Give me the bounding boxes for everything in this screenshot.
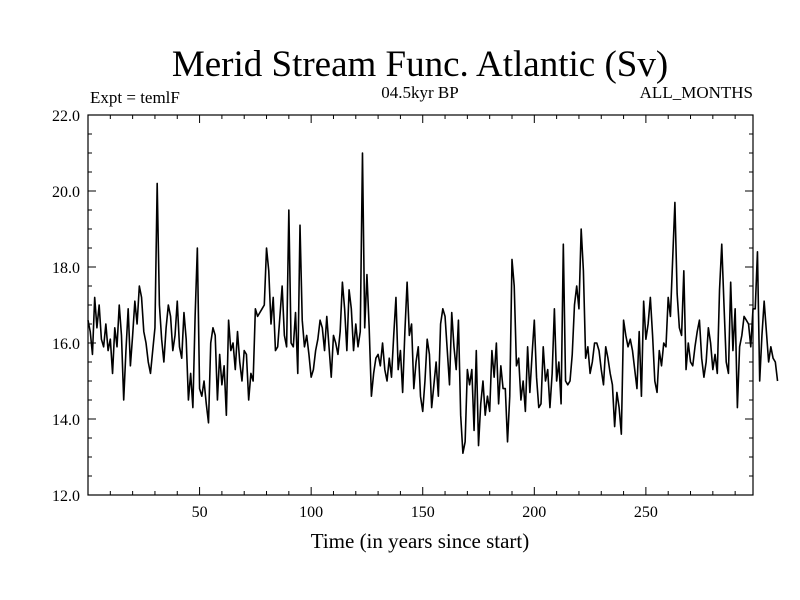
plot-frame (87, 114, 754, 496)
subtitle-center: 04.5kyr BP (381, 83, 458, 102)
x-tick-label: 150 (411, 504, 435, 521)
x-axis: 50 100 150 200 250 (109, 115, 736, 521)
y-tick-label: 18.0 (52, 260, 80, 277)
subtitle-left: Expt = temlF (90, 88, 180, 107)
y-tick-label: 20.0 (52, 184, 80, 201)
y-tick-label: 22.0 (52, 108, 80, 125)
x-tick-label: 200 (522, 504, 546, 521)
y-tick-label: 12.0 (52, 488, 80, 505)
y-tick-label: 16.0 (52, 336, 80, 353)
chart-title: Merid Stream Func. Atlantic (Sv) (172, 44, 668, 85)
x-tick-label: 50 (192, 504, 208, 521)
subtitle-right: ALL_MONTHS (640, 83, 753, 102)
y-axis: 12.0 14.0 16.0 18.0 20.0 22.0 (52, 108, 753, 505)
x-tick-label: 250 (634, 504, 658, 521)
x-tick-label: 100 (299, 504, 323, 521)
y-tick-label: 14.0 (52, 412, 80, 429)
x-axis-label: Time (in years since start) (311, 529, 530, 553)
series-line (87, 152, 779, 454)
